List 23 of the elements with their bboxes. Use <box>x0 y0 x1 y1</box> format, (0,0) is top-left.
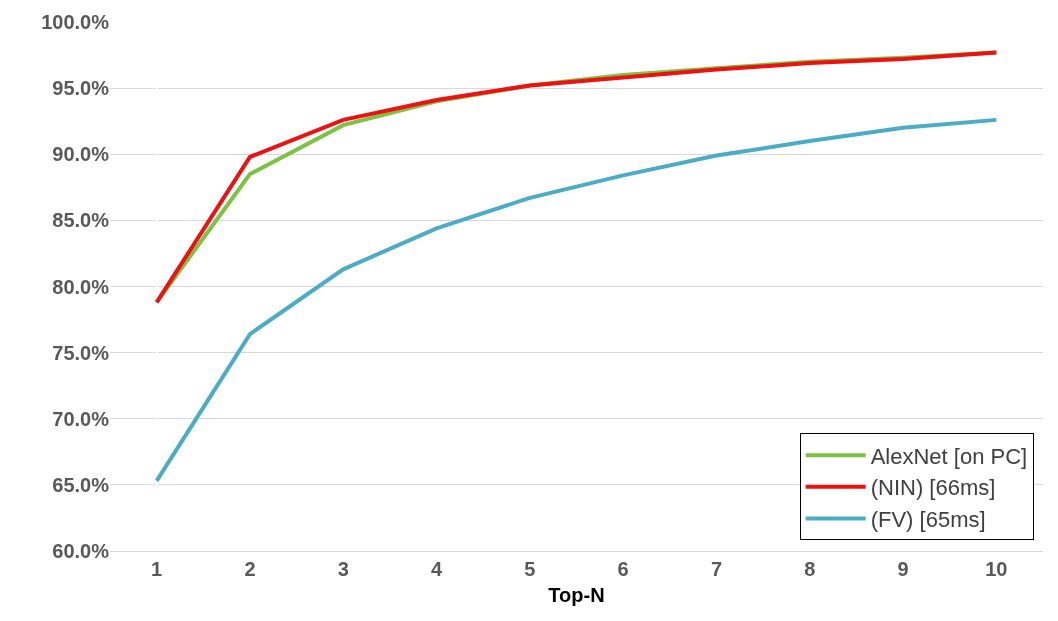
y-tick-label: 90.0% <box>52 143 110 166</box>
y-tick-label: 80.0% <box>52 275 110 298</box>
y-tick-label: 65.0% <box>52 473 110 496</box>
x-tick-label: 3 <box>337 558 349 580</box>
x-tick-label: 10 <box>985 558 1008 580</box>
x-axis-title: Top-N <box>548 583 605 606</box>
legend-label: (FV) [65ms] <box>870 507 986 532</box>
legend-label: AlexNet [on PC] <box>870 443 1028 469</box>
x-tick-label: 9 <box>897 558 909 580</box>
x-tick-label: 2 <box>244 558 256 580</box>
legend-label: (NIN) [66ms] <box>870 475 996 501</box>
x-tick-label: 6 <box>617 558 629 580</box>
y-tick-label: 95.0% <box>52 77 110 100</box>
y-tick-label: 100.0% <box>41 11 110 33</box>
y-tick-label: 85.0% <box>52 209 110 232</box>
y-tick-label: 75.0% <box>52 341 110 364</box>
x-tick-label: 8 <box>804 558 816 580</box>
x-tick-label: 7 <box>710 558 723 580</box>
x-tick-label: 1 <box>151 558 163 580</box>
y-tick-label: 60.0% <box>52 540 110 562</box>
x-tick-label: 4 <box>430 558 443 580</box>
y-tick-label: 70.0% <box>52 407 110 430</box>
x-tick-label: 5 <box>524 558 536 580</box>
